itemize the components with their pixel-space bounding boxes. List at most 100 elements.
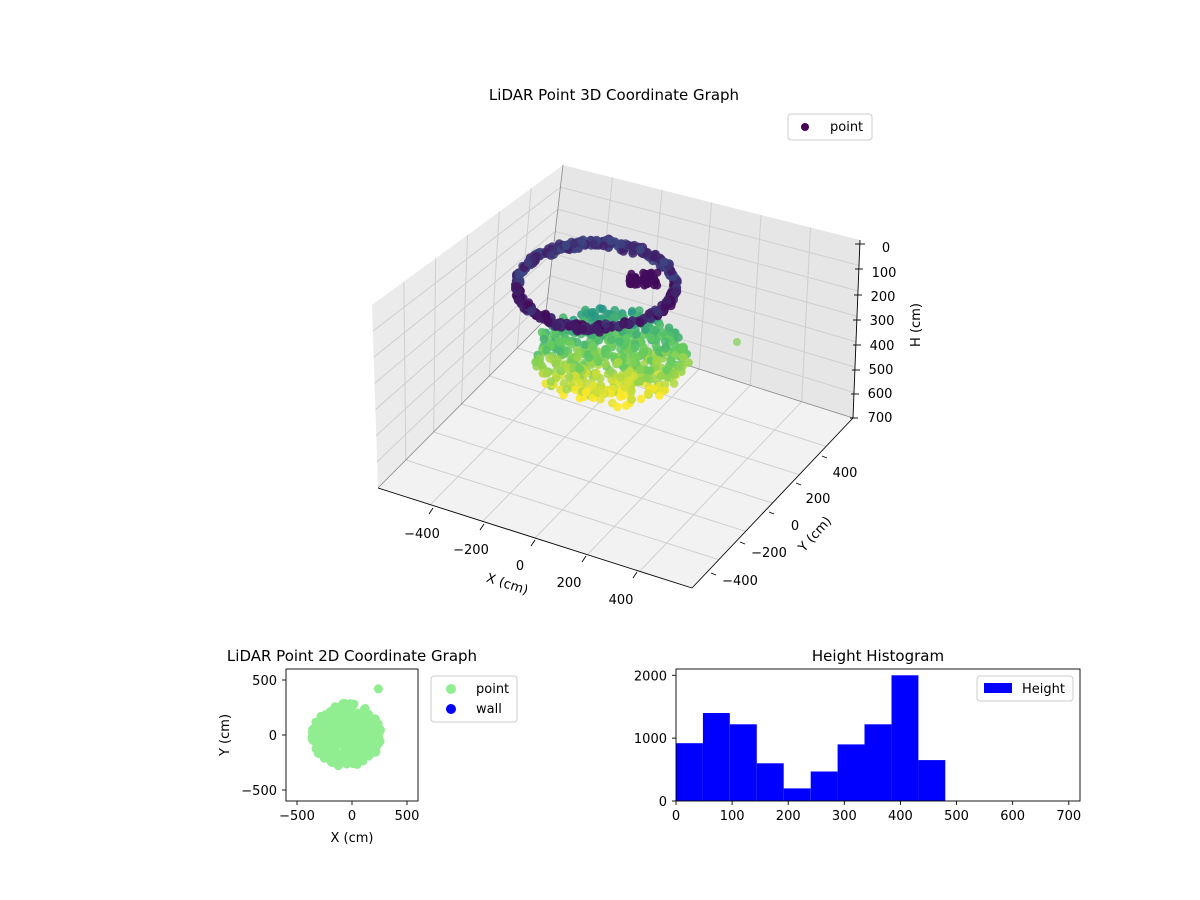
point-3d [655,391,664,400]
point-3d [621,401,631,411]
y-tick-label: 0 [791,519,799,534]
point-3d [523,257,533,267]
point-3d [671,288,681,298]
point-2d [369,724,379,734]
point-3d [570,321,580,331]
chart-2d-title: LiDAR Point 2D Coordinate Graph [227,647,477,665]
point-3d [586,360,596,369]
z-tick-label: 0 [882,241,890,256]
legend-swatch [984,683,1012,693]
point-3d [678,352,688,362]
point-3d [514,296,524,306]
z-tick-label: 200 [871,290,896,305]
point-3d [562,385,571,394]
point-3d [658,328,668,337]
y-axis-line [691,417,854,589]
point-3d [674,333,683,342]
point-3d [618,319,628,329]
point-2d [347,758,357,768]
point-cloud-2d [307,684,385,771]
point-3d [670,370,679,379]
point-3d [661,344,670,353]
x-tick-label: 200 [557,576,582,591]
point-3d [662,296,672,306]
y-tick-labels: −400 −200 0 200 400 [722,466,857,589]
x-tick-label: 0 [516,559,524,574]
y-tick-label: 500 [252,674,277,689]
chart-3d: LiDAR Point 3D Coordinate Graph −400 −20… [372,86,924,608]
point-3d [512,282,522,291]
legend-label: wall [476,702,502,717]
point-3d [551,359,561,369]
histogram-bar [756,763,784,801]
point-3d [609,312,619,322]
point-3d [555,336,564,346]
point-2d [348,742,358,752]
floor-pane [378,320,853,588]
x-axis-line [377,487,693,589]
y-tick-label: 200 [806,492,831,507]
point-3d [575,393,585,403]
x-tick-label: 500 [395,809,420,824]
point-3d [561,241,571,251]
point-3d [601,359,610,369]
z-tick-label: 500 [869,363,894,378]
x-tick-labels: −400 −200 0 200 400 [404,527,633,608]
chart-3d-title: LiDAR Point 3D Coordinate Graph [489,86,739,104]
point-2d [343,730,353,740]
x-tick-label: −200 [453,543,489,558]
z-tick-label: 400 [870,339,895,354]
x-tick-label: 0 [348,809,356,824]
histogram-bar [918,760,946,801]
legend-label: Height [1022,682,1065,697]
x-tick-label: 500 [944,809,969,824]
point-3d [606,335,616,345]
left-pane [372,165,563,488]
point-3d [613,357,623,367]
point-3d [641,325,650,335]
point-3d [664,323,674,333]
point-3d [643,389,653,398]
point-3d [677,343,686,353]
z-tick-labels: 0 100 200 300 400 500 600 700 [868,241,897,426]
point-2d [372,741,381,751]
x-tick-label: 100 [720,809,745,824]
point-3d [635,317,645,327]
legend-frame [787,113,873,141]
point-3d [606,389,615,398]
point-3d [646,333,655,343]
point-3d [581,388,591,397]
point-2d [350,721,360,731]
point-2d [308,735,318,745]
point-3d [635,365,645,374]
point-3d [676,362,685,371]
point-3d [578,324,588,334]
point-3d [626,276,635,285]
point-3d [584,353,594,362]
y-tick-label: 1000 [634,732,667,747]
point-3d [616,373,625,382]
chart-histogram: Height Histogram 0 100 200 300 400 500 600 7000… [634,647,1081,824]
point-3d [556,385,565,395]
point-3d [649,276,658,285]
point-3d [564,373,574,382]
x-tick-label: 400 [888,809,913,824]
point-3d [662,365,671,375]
histogram-bar [676,743,703,801]
point-3d [587,341,597,351]
point-3d [616,239,626,249]
z-tick-label: 700 [868,411,893,426]
point-2d [336,755,346,765]
point-3d [589,323,598,333]
point-3d [546,250,556,260]
histogram-bar [702,713,730,801]
x-tick-label: 0 [672,809,680,824]
point-2d [331,741,341,751]
point-3d [624,368,633,377]
point-3d [601,319,610,329]
y-axis-label-2d: Y (cm) [218,714,233,757]
point-3d [592,368,601,378]
point-3d [575,364,584,374]
x-tick-label: 700 [1056,809,1081,824]
point-3d [552,321,562,331]
